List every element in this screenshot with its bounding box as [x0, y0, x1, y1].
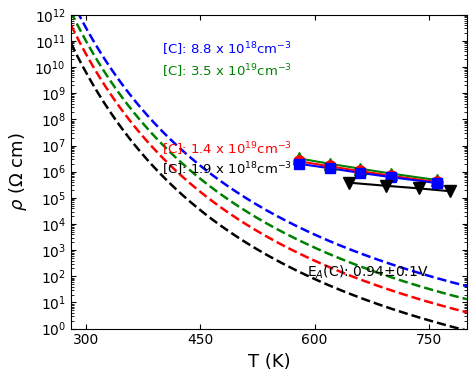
X-axis label: T (K): T (K)	[247, 353, 290, 371]
Text: [C]: 3.5 x 10$^{19}$cm$^{-3}$: [C]: 3.5 x 10$^{19}$cm$^{-3}$	[162, 62, 292, 80]
Text: [C]: 1.9 x 10$^{18}$cm$^{-3}$: [C]: 1.9 x 10$^{18}$cm$^{-3}$	[162, 161, 292, 178]
Text: E$_A$(C): 0.94±0.1V: E$_A$(C): 0.94±0.1V	[307, 264, 428, 281]
Text: [C]: 8.8 x 10$^{18}$cm$^{-3}$: [C]: 8.8 x 10$^{18}$cm$^{-3}$	[162, 40, 292, 58]
Text: [C]: 1.4 x 10$^{19}$cm$^{-3}$: [C]: 1.4 x 10$^{19}$cm$^{-3}$	[162, 141, 292, 158]
Y-axis label: $\rho$ ($\Omega$ cm): $\rho$ ($\Omega$ cm)	[7, 132, 29, 211]
